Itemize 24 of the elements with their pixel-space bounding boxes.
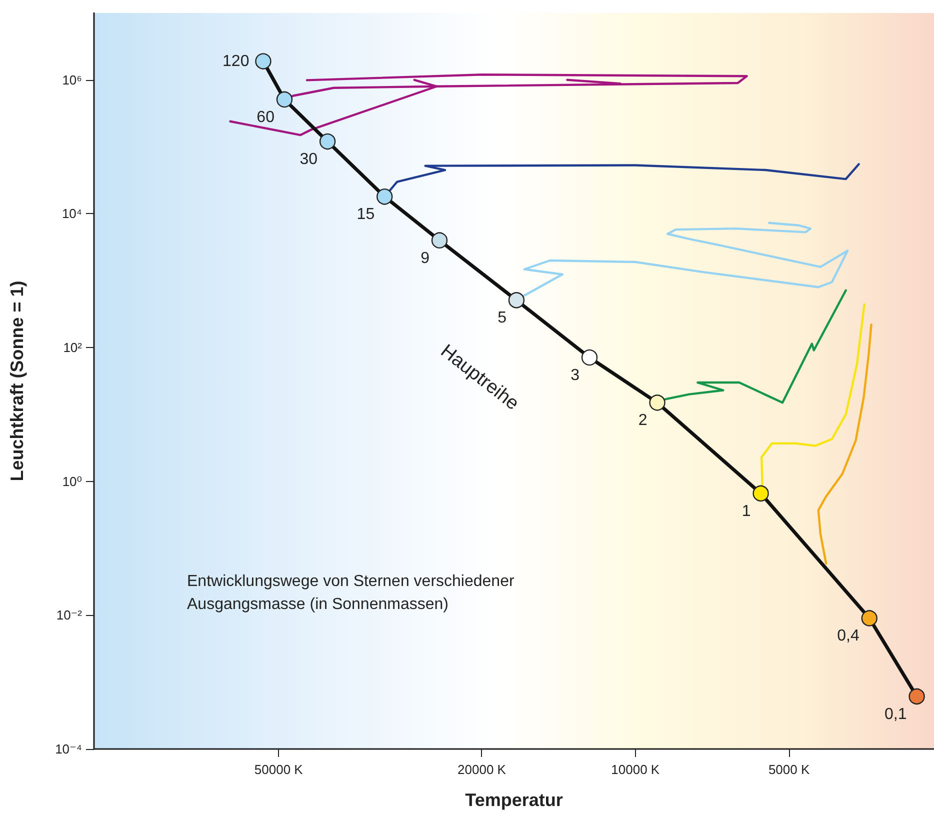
x-tick-label: 5000 K [768, 762, 810, 777]
annotation: 60 [256, 108, 275, 126]
annotation: Entwicklungswege von Sternen verschiedener Ausgangsmasse (in Sonnenmassen) [187, 573, 519, 613]
y-tick-label: 10⁶ [62, 72, 82, 88]
annotation: 5 [498, 310, 507, 327]
y-tick-label: 10⁰ [62, 474, 82, 489]
annotation: 120 [222, 52, 250, 70]
y-axis-title: Leuchtkraft (Sonne = 1) [7, 280, 27, 482]
x-tick-label: 20000 K [458, 762, 506, 777]
annotation: 15 [356, 206, 375, 224]
annotation: 30 [300, 151, 318, 168]
x-axis-title: Temperatur [465, 790, 563, 810]
y-tick-label: 10² [63, 340, 83, 356]
x-tick-label: 50000 K [254, 762, 304, 777]
annotation: 0,4 [837, 628, 860, 645]
annotation: 2 [638, 412, 648, 430]
y-tick-label: 10⁻⁴ [55, 742, 82, 756]
x-tick-label: 10000 K [611, 762, 660, 777]
annotation: 1 [742, 502, 751, 520]
annotation: 9 [420, 250, 430, 267]
annotation: 3 [570, 367, 580, 384]
annotation: 0,1 [884, 706, 907, 723]
y-tick-label: 10⁴ [62, 206, 82, 222]
y-tick-label: 10⁻² [56, 608, 83, 623]
